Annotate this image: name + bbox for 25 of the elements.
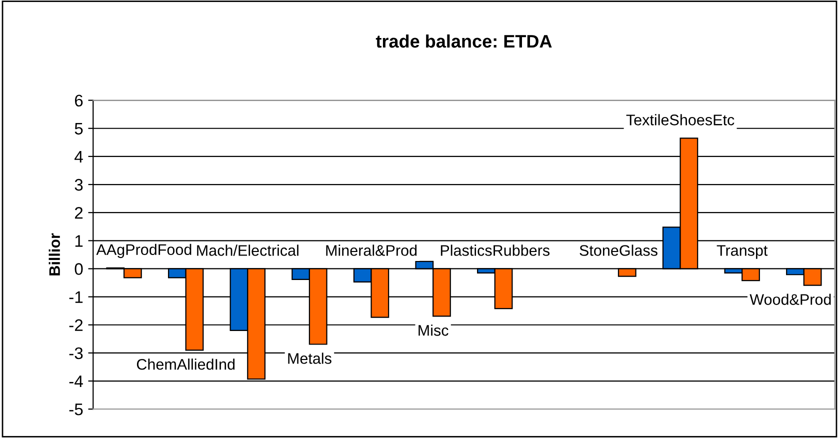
chart-title: trade balance: ETDA (376, 34, 552, 48)
x-tick-label: Mineral&Prod (326, 244, 417, 256)
y-tick-label: 0 (74, 263, 83, 275)
x-tick-label: ChemAlliedInd (136, 358, 235, 370)
x-tick-label: TextileShoesEtc (626, 114, 734, 126)
x-tick-label: AAgProdFood (96, 244, 192, 258)
y-tick-label: 2 (74, 206, 83, 219)
x-tick-label: Transpt (716, 245, 768, 259)
y-tick-label: 3 (74, 178, 83, 191)
y-tick-label: -5 (69, 404, 83, 416)
y-tick-label: -4 (69, 376, 83, 388)
y-tick-label: 5 (74, 122, 83, 135)
y-tick-label: 1 (75, 235, 83, 247)
y-tick-label: -3 (69, 347, 83, 360)
x-tick-label: PlasticsRubbers (440, 244, 550, 256)
y-axis-title: Billior (48, 233, 60, 276)
y-tick-label: -1 (69, 291, 83, 303)
y-tick-label: 6 (74, 94, 83, 107)
y-tick-label: 4 (74, 151, 83, 162)
x-tick-label: Metals (288, 352, 332, 364)
x-tick-label: Mach/Electrical (197, 244, 298, 256)
x-tick-label: StoneGlass (580, 244, 658, 256)
x-tick-label: Wood&Prod (750, 294, 831, 305)
y-tick-label: -2 (69, 319, 83, 331)
x-tick-label: Misc (418, 324, 448, 336)
